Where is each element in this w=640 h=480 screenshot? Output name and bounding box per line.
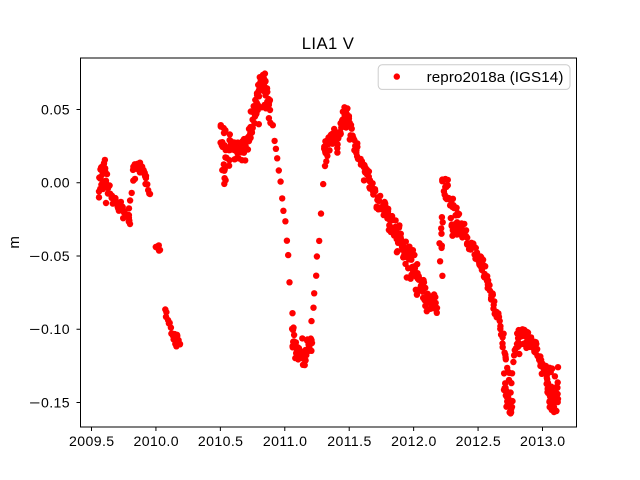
svg-text:2011.5: 2011.5	[327, 433, 371, 449]
svg-text:0.05: 0.05	[41, 101, 70, 117]
svg-text:2010.5: 2010.5	[198, 433, 244, 449]
svg-text:m: m	[6, 236, 23, 249]
svg-text:LIA1 V: LIA1 V	[302, 34, 355, 53]
svg-text:2009.5: 2009.5	[69, 433, 115, 449]
svg-text:0.00: 0.00	[41, 175, 70, 191]
svg-text:2012.5: 2012.5	[456, 433, 502, 449]
svg-text:2010.0: 2010.0	[133, 433, 179, 449]
svg-text:repro2018a (IGS14): repro2018a (IGS14)	[427, 69, 564, 86]
svg-text:2013.0: 2013.0	[520, 433, 566, 449]
svg-text:−0.05: −0.05	[29, 248, 70, 264]
svg-text:2012.0: 2012.0	[391, 433, 437, 449]
svg-text:2011.0: 2011.0	[263, 433, 307, 449]
svg-text:−0.10: −0.10	[29, 321, 70, 337]
svg-text:−0.15: −0.15	[29, 394, 70, 410]
